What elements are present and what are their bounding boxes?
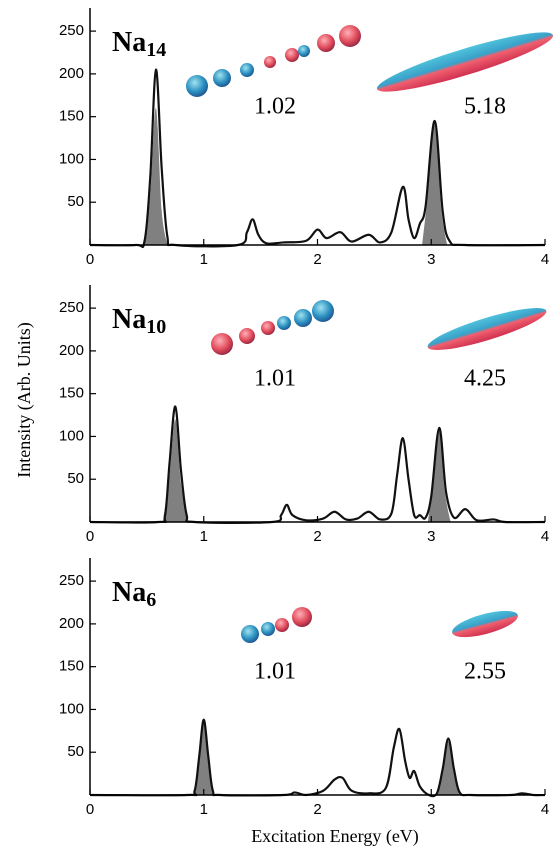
x-tick-label: 4 bbox=[541, 251, 549, 268]
y-tick-label: 250 bbox=[59, 572, 84, 589]
y-tick-label: 150 bbox=[59, 108, 84, 125]
x-tick-label: 4 bbox=[541, 801, 549, 818]
x-tick-label: 0 bbox=[86, 528, 94, 545]
x-axis-label: Excitation Energy (eV) bbox=[251, 826, 419, 847]
y-tick-label: 250 bbox=[59, 299, 84, 316]
y-tick-label: 200 bbox=[59, 65, 84, 82]
y-tick-label: 250 bbox=[59, 22, 84, 39]
panel: 50 100 150 200 250 0 1 2 3 4 Na14 1.02 5.18 bbox=[59, 8, 549, 268]
y-tick-label: 150 bbox=[59, 385, 84, 402]
x-tick-label: 3 bbox=[427, 801, 435, 818]
peak-area bbox=[144, 108, 448, 245]
panel: 50 100 150 200 250 0 1 2 3 4 Na6 1.01 2.55 Excitation… bbox=[59, 558, 549, 847]
y-tick-label: 50 bbox=[67, 470, 84, 487]
y-tick-label: 100 bbox=[59, 700, 84, 717]
panel-title: Na14 bbox=[112, 27, 166, 60]
y-tick-label: 100 bbox=[59, 427, 84, 444]
y-axis-label: Intensity (Arb. Units) bbox=[14, 322, 35, 477]
x-tick-label: 1 bbox=[200, 251, 208, 268]
y-tick-label: 50 bbox=[67, 743, 84, 760]
x-tick-label: 3 bbox=[427, 528, 435, 545]
y-tick-label: 50 bbox=[67, 193, 84, 210]
energy-annotation: 1.02 bbox=[254, 94, 296, 120]
y-tick-label: 200 bbox=[59, 342, 84, 359]
x-tick-label: 2 bbox=[313, 251, 321, 268]
spectrum-line bbox=[89, 405, 546, 524]
energy-annotation: 1.01 bbox=[254, 366, 296, 392]
y-tick-label: 200 bbox=[59, 615, 84, 632]
x-tick-label: 2 bbox=[313, 528, 321, 545]
x-tick-label: 1 bbox=[200, 528, 208, 545]
spectrum-line bbox=[89, 718, 546, 798]
panel-title: Na6 bbox=[112, 577, 156, 610]
energy-annotation: 4.25 bbox=[464, 366, 506, 392]
x-tick-label: 0 bbox=[86, 251, 94, 268]
energy-annotation: 2.55 bbox=[464, 659, 506, 685]
molecule-illustration bbox=[186, 25, 554, 643]
x-tick-label: 4 bbox=[541, 528, 549, 545]
energy-annotation: 1.01 bbox=[254, 659, 296, 685]
x-tick-label: 0 bbox=[86, 801, 94, 818]
x-tick-label: 3 bbox=[427, 251, 435, 268]
panel-title: Na10 bbox=[112, 304, 166, 337]
x-tick-label: 1 bbox=[200, 801, 208, 818]
panel: 50 100 150 200 250 0 1 2 3 4 Na10 1.01 4.25 Intensity… bbox=[14, 285, 549, 545]
x-tick-label: 2 bbox=[313, 801, 321, 818]
energy-annotation: 5.18 bbox=[464, 94, 506, 120]
spectrum-line bbox=[89, 68, 546, 249]
y-tick-label: 100 bbox=[59, 150, 84, 167]
y-tick-label: 150 bbox=[59, 658, 84, 675]
